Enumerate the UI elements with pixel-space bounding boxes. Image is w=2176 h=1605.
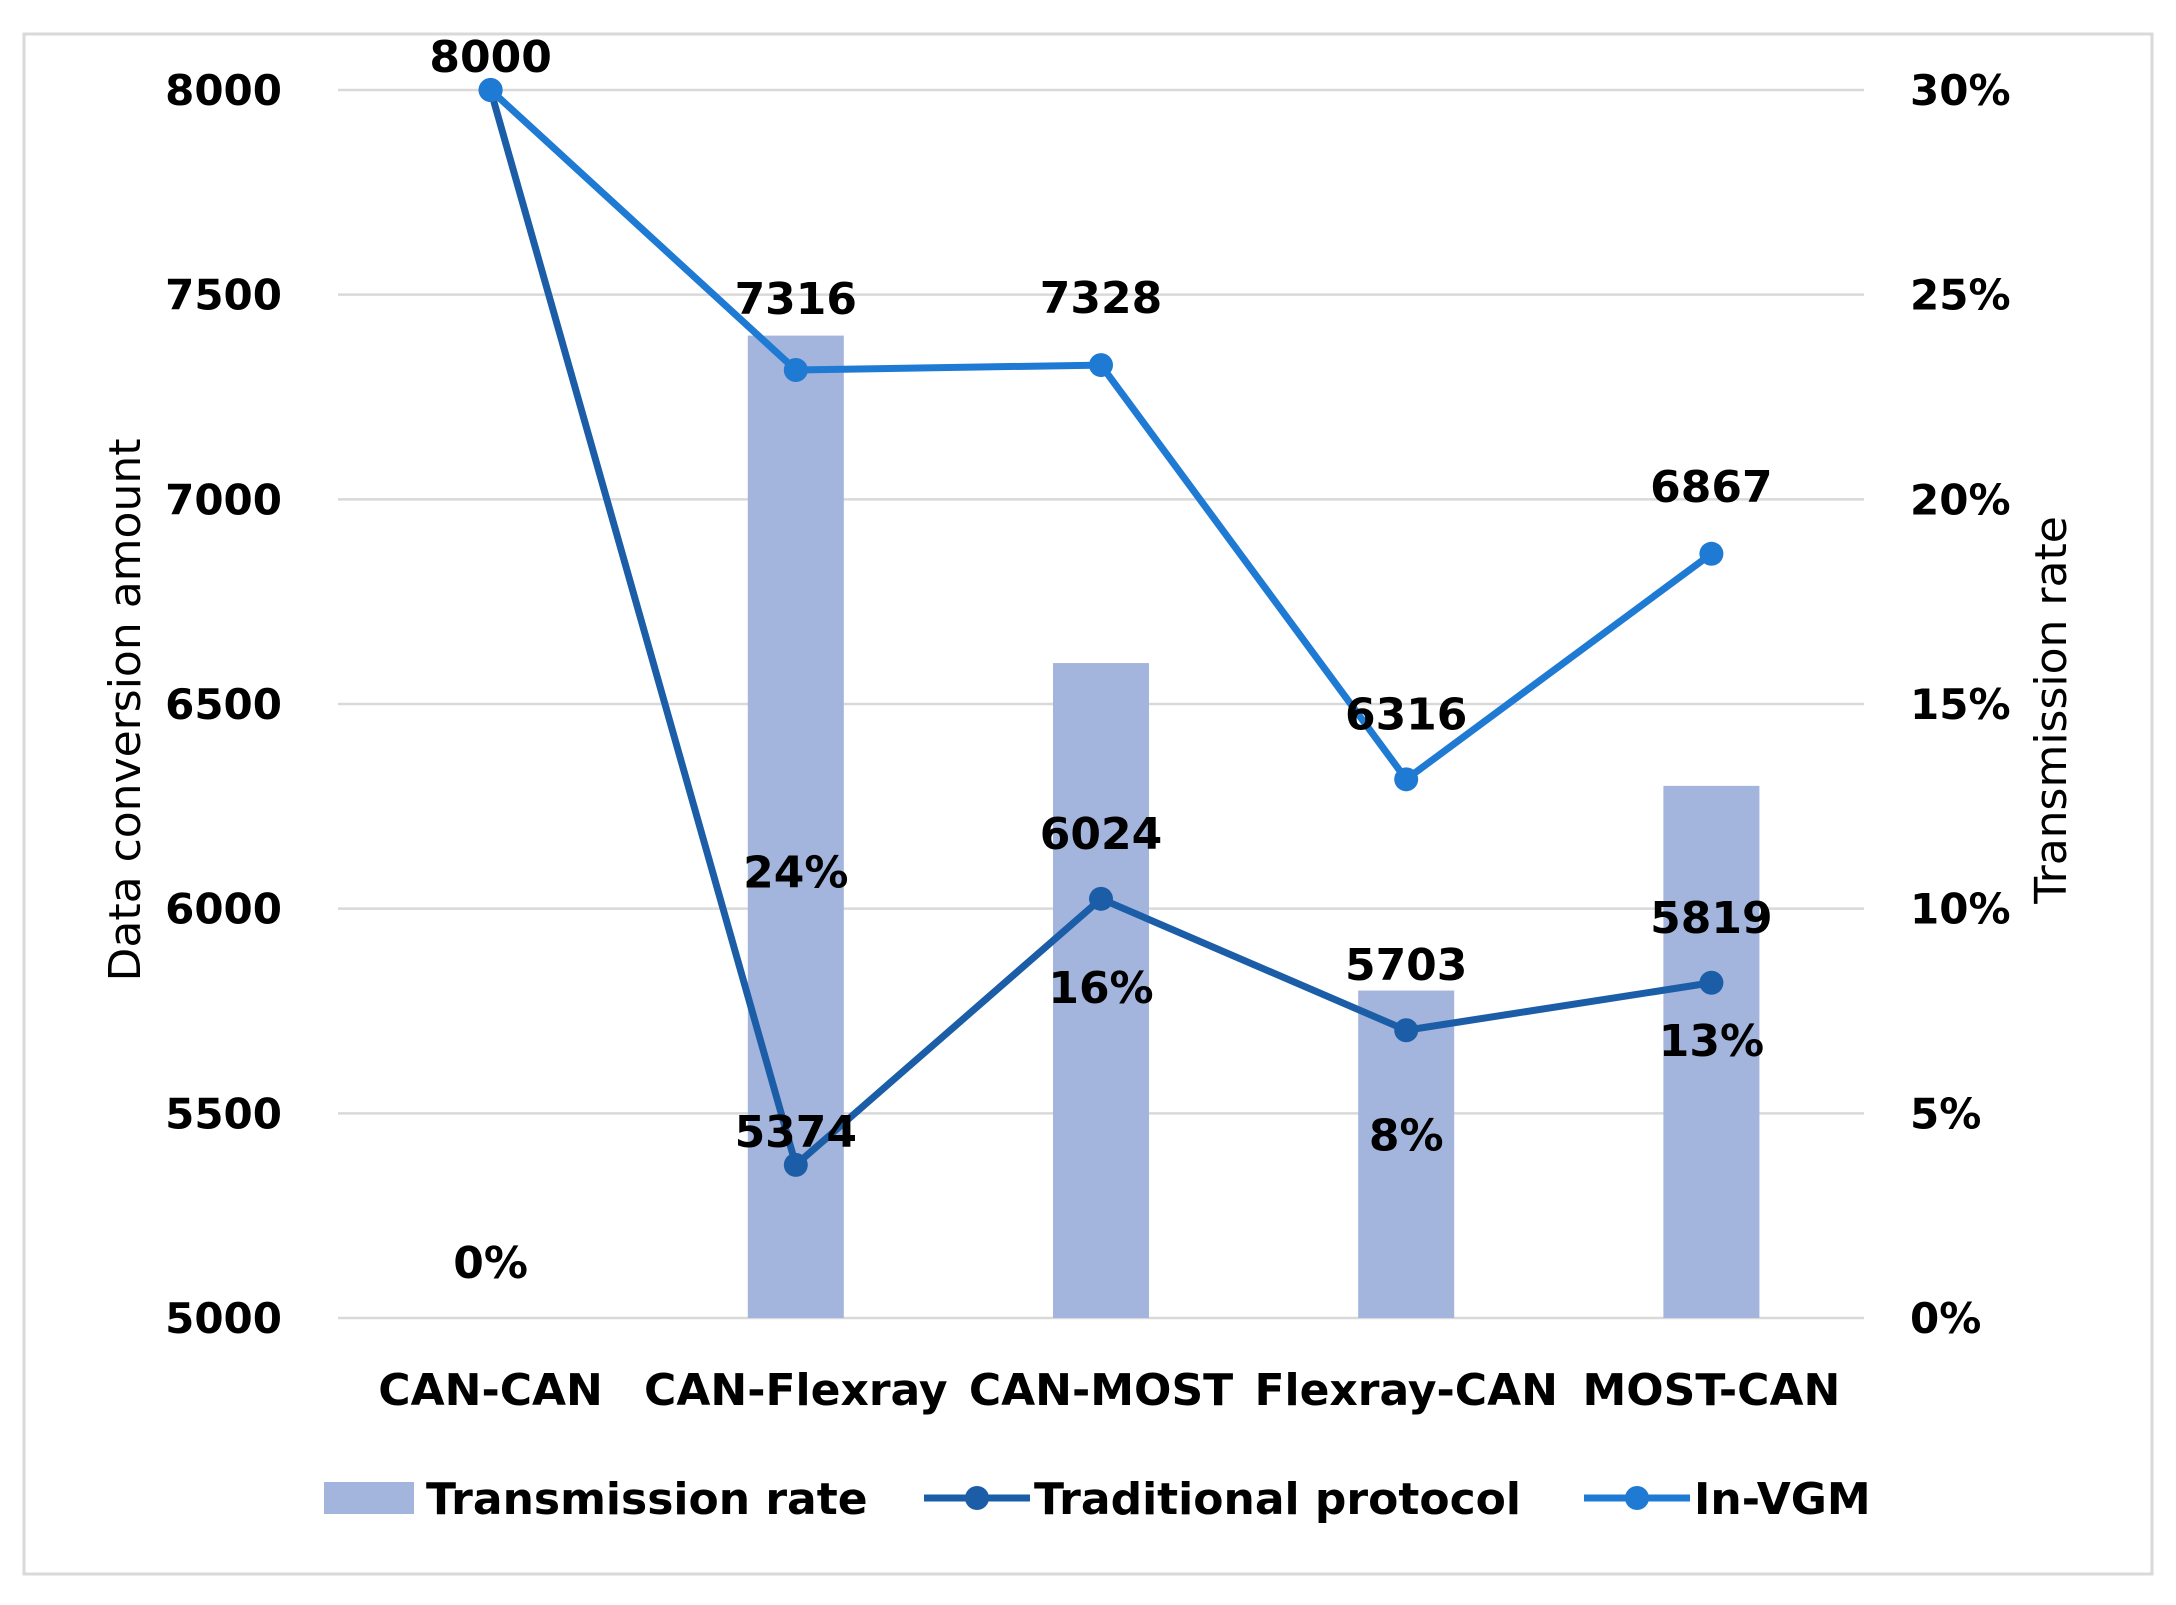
x-tick-label: Flexray-CAN bbox=[1254, 1365, 1558, 1416]
bar-data-label: 16% bbox=[1048, 963, 1153, 1014]
legend-label: Traditional protocol bbox=[1034, 1474, 1521, 1525]
x-tick-label: CAN-Flexray bbox=[644, 1365, 948, 1416]
traditional-protocol-data-label: 5374 bbox=[735, 1107, 857, 1158]
legend-swatch-bar bbox=[324, 1482, 414, 1514]
traditional-protocol-point bbox=[1394, 1018, 1419, 1043]
x-tick-label: CAN-MOST bbox=[969, 1365, 1233, 1416]
bar-data-label: 24% bbox=[743, 848, 848, 899]
data-labels: 0% 24% 16% 8% 13% 5374 6024 5703 5819 8000 7316 732… bbox=[429, 32, 1772, 1289]
x-tick-label: MOST-CAN bbox=[1582, 1365, 1840, 1416]
in-vgm-point bbox=[478, 78, 503, 102]
in-vgm-point bbox=[1699, 541, 1724, 566]
in-vgm-data-label: 8000 bbox=[429, 32, 551, 83]
traditional-protocol-data-label: 5703 bbox=[1345, 940, 1467, 991]
legend-swatch-marker bbox=[1625, 1486, 1649, 1510]
y-tick-label: 6000 bbox=[165, 885, 282, 934]
y-tick-label: 5500 bbox=[165, 1089, 282, 1138]
y2-tick-label: 10% bbox=[1910, 885, 2011, 934]
in-vgm-data-label: 6316 bbox=[1345, 689, 1467, 740]
legend: Transmission rate Traditional protocol In-… bbox=[324, 1474, 1871, 1525]
y-tick-label: 5000 bbox=[165, 1294, 282, 1343]
in-vgm-data-label: 6867 bbox=[1650, 462, 1772, 513]
traditional-protocol-point bbox=[783, 1152, 808, 1177]
bar-data-label: 0% bbox=[453, 1238, 528, 1289]
y-axis-title: Data conversion amount bbox=[100, 439, 151, 982]
in-vgm-point bbox=[1089, 353, 1113, 378]
in-vgm-data-label: 7316 bbox=[735, 274, 857, 325]
y2-tick-label: 25% bbox=[1910, 271, 2011, 320]
y2-tick-label: 20% bbox=[1910, 475, 2011, 524]
traditional-protocol-point bbox=[1699, 970, 1724, 995]
y2-tick-label: 5% bbox=[1910, 1089, 1981, 1138]
y-tick-label: 8000 bbox=[165, 66, 282, 115]
traditional-protocol-data-label: 5819 bbox=[1650, 893, 1772, 944]
y-tick-label: 7000 bbox=[165, 475, 282, 524]
bar bbox=[1663, 785, 1760, 1318]
legend-label: Transmission rate bbox=[426, 1474, 868, 1525]
y2-tick-label: 15% bbox=[1910, 680, 2011, 729]
y2-tick-label: 30% bbox=[1910, 66, 2011, 115]
in-vgm-point bbox=[1394, 767, 1419, 792]
line-series bbox=[478, 78, 1724, 1177]
traditional-protocol-data-label: 6024 bbox=[1040, 809, 1162, 860]
y2-axis-title: Transmission rate bbox=[2026, 516, 2077, 905]
legend-swatch-marker bbox=[965, 1486, 989, 1510]
y-tick-label: 7500 bbox=[165, 271, 282, 320]
y2-tick-label: 0% bbox=[1910, 1294, 1981, 1343]
gridlines bbox=[338, 88, 1864, 1320]
x-tick-label: CAN-CAN bbox=[378, 1365, 603, 1416]
bar-data-label: 8% bbox=[1369, 1111, 1444, 1162]
axes: 5000 0% 5500 5% 6000 10% 6500 15% 7000 20% 7500 25%… bbox=[165, 66, 2010, 1416]
bar-data-label: 13% bbox=[1659, 1016, 1764, 1067]
traditional-protocol-point bbox=[1089, 886, 1113, 911]
in-vgm-point bbox=[783, 357, 808, 382]
in-vgm-data-label: 7328 bbox=[1040, 273, 1162, 324]
legend-label: In-VGM bbox=[1694, 1474, 1871, 1525]
bar bbox=[1358, 990, 1455, 1318]
y-tick-label: 6500 bbox=[165, 680, 282, 729]
bar bbox=[1053, 663, 1149, 1318]
